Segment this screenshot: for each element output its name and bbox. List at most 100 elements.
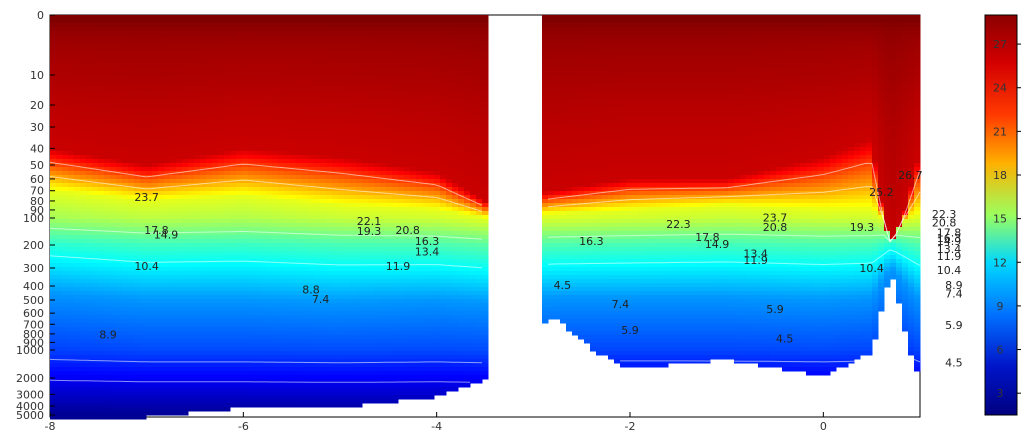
- field-cell: [236, 335, 243, 340]
- field-cell: [110, 83, 117, 88]
- field-cell: [116, 231, 123, 236]
- field-cell: [278, 175, 285, 180]
- field-cell: [110, 163, 117, 168]
- field-cell: [248, 303, 255, 308]
- field-cell: [62, 371, 69, 376]
- field-cell: [158, 187, 165, 192]
- field-cell: [338, 127, 345, 132]
- field-cell: [62, 83, 69, 88]
- field-cell: [176, 111, 183, 116]
- field-cell: [224, 251, 231, 256]
- field-cell: [272, 95, 279, 100]
- field-cell: [116, 59, 123, 64]
- field-cell: [68, 403, 75, 408]
- field-cell: [170, 103, 177, 108]
- field-cell: [104, 43, 111, 48]
- field-cell: [332, 327, 339, 332]
- field-cell: [290, 27, 297, 32]
- field-cell: [68, 67, 75, 72]
- field-cell: [242, 107, 249, 112]
- field-cell: [104, 127, 111, 132]
- field-cell: [290, 335, 297, 340]
- field-cell: [332, 355, 339, 360]
- field-cell: [260, 39, 267, 44]
- field-cell: [206, 287, 213, 292]
- field-cell: [128, 339, 135, 344]
- field-cell: [236, 351, 243, 356]
- field-cell: [278, 287, 285, 292]
- field-cell: [134, 55, 141, 60]
- field-cell: [278, 183, 285, 188]
- field-cell: [236, 287, 243, 292]
- field-cell: [296, 243, 303, 248]
- field-cell: [104, 115, 111, 120]
- field-cell: [230, 103, 237, 108]
- field-cell: [296, 59, 303, 64]
- field-cell: [122, 59, 129, 64]
- field-cell: [308, 347, 315, 352]
- field-cell: [50, 139, 57, 144]
- field-cell: [134, 247, 141, 252]
- field-cell: [242, 111, 249, 116]
- field-cell: [110, 387, 117, 392]
- field-cell: [332, 135, 339, 140]
- field-cell: [122, 103, 129, 108]
- field-cell: [86, 375, 93, 380]
- field-cell: [110, 123, 117, 128]
- field-cell: [212, 143, 219, 148]
- field-cell: [326, 39, 333, 44]
- field-cell: [266, 147, 273, 152]
- field-cell: [122, 207, 129, 212]
- field-cell: [248, 15, 255, 20]
- field-cell: [332, 123, 339, 128]
- field-cell: [176, 83, 183, 88]
- field-cell: [80, 23, 87, 28]
- field-cell: [146, 103, 153, 108]
- field-cell: [248, 59, 255, 64]
- field-cell: [164, 75, 171, 80]
- field-cell: [212, 215, 219, 220]
- field-cell: [122, 295, 129, 300]
- field-cell: [314, 319, 321, 324]
- field-cell: [302, 55, 309, 60]
- field-cell: [116, 227, 123, 232]
- field-cell: [164, 259, 171, 264]
- field-cell: [92, 255, 99, 260]
- field-cell: [236, 175, 243, 180]
- field-cell: [200, 271, 207, 276]
- field-cell: [332, 71, 339, 76]
- field-cell: [332, 175, 339, 180]
- field-cell: [320, 343, 327, 348]
- field-cell: [314, 43, 321, 48]
- field-cell: [242, 151, 249, 156]
- field-cell: [218, 275, 225, 280]
- field-cell: [176, 391, 183, 396]
- field-cell: [176, 299, 183, 304]
- field-cell: [194, 107, 201, 112]
- field-cell: [98, 135, 105, 140]
- field-cell: [206, 295, 213, 300]
- field-cell: [338, 279, 345, 284]
- field-cell: [164, 87, 171, 92]
- field-cell: [128, 243, 135, 248]
- field-cell: [68, 131, 75, 136]
- field-cell: [164, 383, 171, 388]
- field-cell: [128, 207, 135, 212]
- field-cell: [50, 407, 57, 412]
- field-cell: [194, 83, 201, 88]
- field-cell: [194, 179, 201, 184]
- field-cell: [236, 163, 243, 168]
- field-cell: [152, 95, 159, 100]
- field-cell: [320, 171, 327, 176]
- field-cell: [50, 111, 57, 116]
- field-cell: [332, 303, 339, 308]
- field-cell: [128, 307, 135, 312]
- field-cell: [296, 135, 303, 140]
- field-cell: [182, 159, 189, 164]
- field-cell: [188, 191, 195, 196]
- field-cell: [332, 119, 339, 124]
- field-cell: [290, 263, 297, 268]
- field-cell: [170, 227, 177, 232]
- field-cell: [194, 143, 201, 148]
- field-cell: [206, 55, 213, 60]
